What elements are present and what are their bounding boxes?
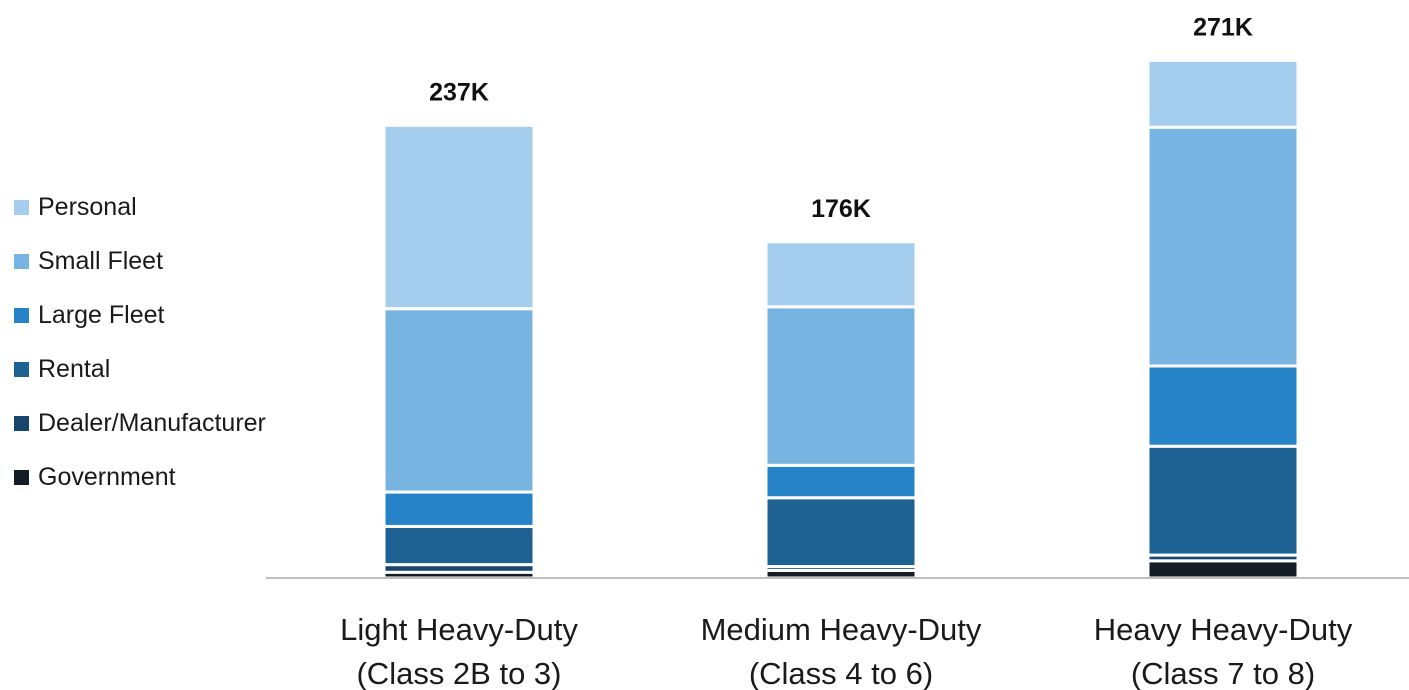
bar-segment-small-fleet-2 — [1146, 125, 1300, 368]
bar-segment-large-fleet-1 — [764, 463, 918, 500]
bar-segment-small-fleet-1 — [764, 305, 918, 467]
legend-label: Government — [38, 462, 176, 491]
bar-segment-rental-0 — [382, 524, 536, 567]
total-label-2: 271K — [1193, 13, 1253, 41]
legend-item-large-fleet: Large Fleet — [14, 288, 266, 342]
category-label-1-line-1: (Class 4 to 6) — [749, 656, 933, 690]
legend-swatch — [14, 307, 29, 323]
category-label-2-line-1: (Class 7 to 8) — [1131, 656, 1315, 690]
bar-segment-rental-2 — [1146, 444, 1300, 557]
bar-segment-small-fleet-0 — [382, 307, 536, 494]
legend-swatch — [14, 469, 29, 485]
bar-segment-rental-1 — [764, 496, 918, 569]
category-label-0-line-1: (Class 2B to 3) — [356, 656, 561, 690]
legend-swatch — [14, 415, 29, 431]
legend-swatch — [14, 361, 29, 377]
legend-item-dealer-manufacturer: Dealer/Manufacturer — [14, 396, 266, 450]
legend-item-personal: Personal — [14, 180, 266, 234]
legend-swatch — [14, 199, 29, 215]
bar-segment-personal-0 — [382, 123, 536, 311]
legend: Personal Small Fleet Large Fleet Rental Deal… — [14, 180, 266, 504]
legend-item-small-fleet: Small Fleet — [14, 234, 266, 288]
total-label-0: 237K — [429, 78, 489, 106]
legend-swatch — [14, 253, 29, 269]
category-label-2-line-0: Heavy Heavy-Duty — [1094, 612, 1353, 647]
legend-label: Rental — [38, 354, 111, 383]
total-label-1: 176K — [811, 195, 871, 223]
legend-item-government: Government — [14, 450, 266, 504]
bar-segment-personal-2 — [1146, 58, 1300, 129]
category-label-0-line-0: Light Heavy-Duty — [340, 612, 578, 647]
legend-label: Personal — [38, 192, 137, 221]
legend-item-rental: Rental — [14, 342, 266, 396]
legend-label: Small Fleet — [38, 246, 164, 275]
bar-segment-personal-1 — [764, 240, 918, 309]
category-label-1-line-0: Medium Heavy-Duty — [701, 612, 982, 647]
bar-segment-government-2 — [1146, 559, 1300, 580]
legend-label: Large Fleet — [38, 300, 165, 329]
bar-segment-large-fleet-2 — [1146, 364, 1300, 448]
bar-segment-large-fleet-0 — [382, 490, 536, 528]
legend-label: Dealer/Manufacturer — [38, 408, 266, 437]
